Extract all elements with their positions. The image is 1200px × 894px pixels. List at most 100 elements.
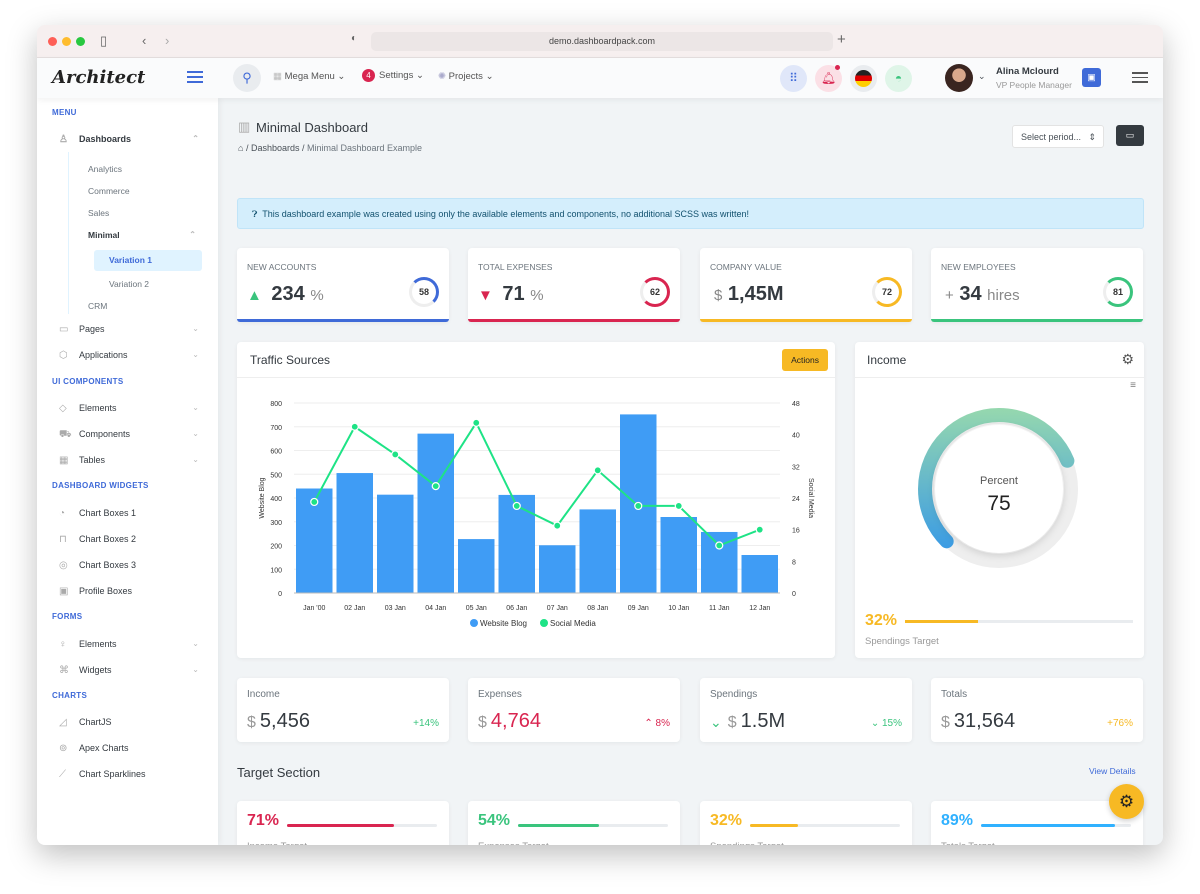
period-select[interactable]: Select period... ⇕ bbox=[1012, 125, 1104, 148]
maximize-dot[interactable] bbox=[76, 37, 85, 46]
sidebar-item-applications[interactable]: ⬡ Applications ⌄ bbox=[59, 350, 199, 361]
sidebar-sub-variation-2[interactable]: Variation 2 bbox=[109, 279, 150, 289]
summary-label: Spendings bbox=[710, 689, 758, 700]
sidebar-item-dashboards[interactable]: ♙ Dashboards ⌃ bbox=[59, 134, 199, 145]
gear-icon[interactable]: ⚙ bbox=[1121, 351, 1134, 367]
graph-icon: ⊚ bbox=[59, 743, 68, 754]
sidebar-item-elements[interactable]: ◇ Elements ⌄ bbox=[59, 403, 199, 414]
sidebar-sub-variation-1[interactable]: Variation 1 bbox=[94, 250, 202, 271]
x-tick-label: 05 Jan bbox=[466, 605, 487, 612]
sidebar-sub-crm[interactable]: CRM bbox=[88, 301, 108, 311]
bar bbox=[336, 473, 373, 593]
x-tick-label: 03 Jan bbox=[385, 605, 406, 612]
nav-settings[interactable]: 4 Settings ⌄ bbox=[362, 69, 424, 82]
theme-settings-button[interactable]: ⚙ bbox=[1109, 784, 1144, 819]
target-card: 71% Income Target bbox=[237, 801, 449, 845]
new-tab-icon[interactable]: + bbox=[837, 31, 846, 48]
sidebar-sub-analytics[interactable]: Analytics bbox=[88, 164, 123, 174]
target-progress bbox=[287, 824, 437, 827]
section-menu: MENU bbox=[52, 108, 77, 117]
target-progress bbox=[750, 824, 900, 827]
y-tick-label: 300 bbox=[270, 520, 282, 527]
y2-tick-label: 48 bbox=[792, 401, 800, 408]
actions-button[interactable]: Actions bbox=[782, 349, 828, 371]
close-dot[interactable] bbox=[48, 37, 57, 46]
sidebar-item-chart-boxes-1[interactable]: ◔ Chart Boxes 1 bbox=[59, 508, 137, 519]
line-point bbox=[674, 501, 683, 511]
menu-icon[interactable]: ≡ bbox=[1130, 380, 1136, 391]
line-point bbox=[553, 521, 562, 530]
info-alert: ❓︎ This dashboard example was created us… bbox=[237, 198, 1144, 229]
sidebar-toggle-icon[interactable]: ▯ bbox=[100, 33, 108, 48]
flag-germany-icon[interactable] bbox=[850, 65, 877, 92]
target-label: Spendings Target bbox=[710, 841, 784, 845]
target-label: Expenses Target bbox=[478, 841, 549, 845]
sidebar-item-chart-boxes-3[interactable]: ◎ Chart Boxes 3 bbox=[59, 560, 137, 571]
x-tick-label: 08 Jan bbox=[587, 605, 608, 612]
sidebar-item-components[interactable]: ⛟ Components ⌄ bbox=[59, 429, 199, 440]
summary-label: Expenses bbox=[478, 689, 522, 700]
forward-icon[interactable]: › bbox=[165, 33, 170, 48]
summary-value: $31,564 bbox=[941, 710, 1016, 732]
sidebar-sub-commerce[interactable]: Commerce bbox=[88, 186, 130, 196]
sidebar-sub-minimal[interactable]: Minimal ⌃ bbox=[88, 230, 196, 240]
sidebar-item-widgets[interactable]: ⌘ Widgets ⌄ bbox=[59, 665, 199, 676]
avatar[interactable] bbox=[945, 64, 973, 92]
search-button[interactable]: ⚲ bbox=[233, 64, 261, 92]
calendar-icon[interactable]: ▣ bbox=[1082, 68, 1101, 87]
spendings-target-label: Spendings Target bbox=[865, 636, 939, 647]
image-icon[interactable]: ◓ bbox=[885, 65, 912, 92]
browser-titlebar: ▯ ‹ › ◐ demo.dashboardpack.com + bbox=[37, 25, 1163, 58]
view-details-link[interactable]: View Details bbox=[1089, 766, 1136, 776]
nav-projects[interactable]: ✺ Projects ⌄ bbox=[438, 71, 494, 82]
progress-ring: 72 bbox=[872, 277, 902, 307]
user-name: Alina Mclourd bbox=[996, 66, 1059, 77]
car-icon: ⛟ bbox=[59, 429, 72, 440]
bar bbox=[458, 539, 495, 593]
sidebar-sub-sales[interactable]: Sales bbox=[88, 208, 110, 218]
stat-label: New Accounts bbox=[247, 262, 317, 272]
minimize-dot[interactable] bbox=[62, 37, 71, 46]
section-forms: FORMS bbox=[52, 612, 83, 621]
chevron-down-icon: ⌄ bbox=[710, 714, 722, 730]
summary-value: $4,764 bbox=[478, 710, 541, 732]
home-icon[interactable]: ⌂ bbox=[238, 143, 244, 153]
bar bbox=[539, 545, 576, 593]
bell-icon[interactable]: 🔔︎ bbox=[815, 65, 842, 92]
logo: Architect bbox=[52, 67, 146, 88]
sidebar: MENU ♙ Dashboards ⌃ Analytics Commerce Sal… bbox=[37, 98, 218, 845]
grid-icon[interactable]: ⠿ bbox=[780, 65, 807, 92]
options-menu-icon[interactable] bbox=[1132, 72, 1148, 83]
stat-value: ▲ 234 % bbox=[247, 283, 324, 305]
sidebar-item-chart-sparklines[interactable]: ⟋ Chart Sparklines bbox=[59, 769, 146, 780]
line-point bbox=[755, 525, 764, 534]
toggle-button[interactable]: ▭ bbox=[1116, 125, 1144, 146]
summary-change: ⌄ 15% bbox=[870, 718, 902, 729]
nav-mega-menu[interactable]: ▦ Mega Menu ⌄ bbox=[273, 71, 346, 82]
pie-icon: ◔ bbox=[59, 508, 66, 519]
target-card: 32% Spendings Target bbox=[700, 801, 912, 845]
menu-toggle-icon[interactable] bbox=[187, 71, 203, 86]
url-bar[interactable]: demo.dashboardpack.com bbox=[371, 32, 833, 51]
line-point bbox=[391, 450, 400, 459]
sidebar-item-form-elements[interactable]: ♀ Elements ⌄ bbox=[59, 639, 199, 650]
stat-card: New Accounts ▲ 234 % 58 bbox=[237, 248, 449, 322]
y2-tick-label: 40 bbox=[792, 433, 800, 440]
sidebar-item-chartjs[interactable]: ◿ ChartJS bbox=[59, 717, 112, 728]
sidebar-item-chart-boxes-2[interactable]: ⊓ Chart Boxes 2 bbox=[59, 534, 137, 545]
globe-icon: ◎ bbox=[59, 560, 68, 571]
stat-value: + 34 hires bbox=[945, 283, 1020, 305]
sidebar-item-profile-boxes[interactable]: ▣ Profile Boxes bbox=[59, 586, 133, 597]
sidebar-item-apex-charts[interactable]: ⊚ Apex Charts bbox=[59, 743, 129, 754]
summary-change: +14% bbox=[413, 718, 439, 729]
sidebar-item-tables[interactable]: ▦ Tables ⌄ bbox=[59, 455, 199, 466]
sidebar-item-pages[interactable]: ▭ Pages ⌄ bbox=[59, 324, 199, 335]
back-icon[interactable]: ‹ bbox=[142, 33, 147, 48]
table-icon: ▦ bbox=[59, 455, 69, 466]
y-tick-label: 700 bbox=[270, 425, 282, 432]
chevron-down-icon[interactable]: ⌄ bbox=[978, 71, 986, 81]
y-tick-label: 100 bbox=[270, 567, 282, 574]
x-tick-label: 09 Jan bbox=[628, 605, 649, 612]
spendings-target-percent: 32% bbox=[865, 612, 898, 629]
bar bbox=[377, 494, 414, 593]
